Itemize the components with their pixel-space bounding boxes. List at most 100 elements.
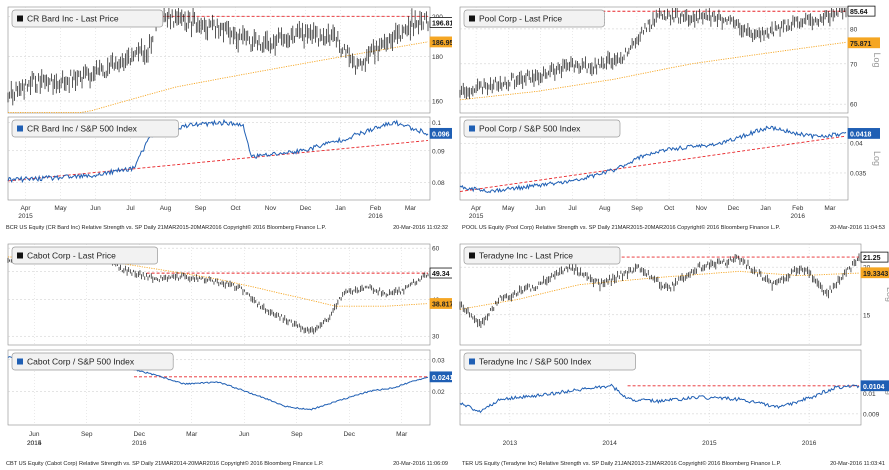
x-tick-label: Dec xyxy=(728,205,740,212)
relative-strength-line xyxy=(459,383,860,414)
legend-marker xyxy=(17,358,23,365)
moving-average-tag: 19.3343 xyxy=(863,271,888,278)
legend-label: CR Bard Inc - Last Price xyxy=(27,14,119,24)
x-year-label: 2015 xyxy=(27,440,42,447)
x-year-label: 2015 xyxy=(18,213,33,220)
trend-line xyxy=(7,140,429,182)
last-price-tag-bg xyxy=(860,251,889,263)
x-tick-label: Jul xyxy=(568,205,577,212)
legend-box xyxy=(11,9,164,28)
footer-text: CBT US Equity (Cabot Corp) Relative Stre… xyxy=(6,461,324,467)
x-year-label: 2016 xyxy=(791,213,806,220)
legend-marker xyxy=(469,125,475,132)
price-legend: Teradyne Inc - Last Price xyxy=(463,246,621,265)
y-tick-label: 70 xyxy=(850,61,858,68)
quadrant-teradyne: 1520LogTeradyne Inc - Last Price21.2519.… xyxy=(456,240,889,470)
ratio-value-tag: 0.096 xyxy=(432,131,450,138)
moving-average-tag: 38.817 xyxy=(432,301,452,308)
legend-box xyxy=(463,9,605,28)
legend-label: Teradyne Inc - Last Price xyxy=(479,251,573,261)
moving-average-tag-bg xyxy=(847,37,881,49)
x-tick-label: Oct xyxy=(230,205,240,212)
footer-timestamp: 20-Mar-2016 11:06:09 xyxy=(393,461,448,467)
legend-label: Cabot Corp / S&P 500 Index xyxy=(27,357,135,367)
x-tick-label: Jun xyxy=(535,205,546,212)
x-tick-label: Dec xyxy=(133,431,145,438)
last-price-tag-bg xyxy=(429,17,452,28)
quadrant-pool-corp: 60 70 80 Log Pool Corp - Last Price 85.64 75.8… xyxy=(456,0,889,234)
relative-strength-line xyxy=(459,125,847,194)
x-tick-label: Feb xyxy=(370,205,382,212)
legend-marker xyxy=(469,358,475,365)
legend-box xyxy=(463,352,636,371)
x-tick-label: Jun xyxy=(90,205,101,212)
x-tick-label: Jan xyxy=(335,205,346,212)
ratio-value-tag: 0.0418 xyxy=(850,131,872,138)
legend-box xyxy=(463,246,621,265)
x-tick-label: Sep xyxy=(631,205,643,212)
ratio-value-tag: 0.0241 xyxy=(432,375,452,382)
x-tick-label: Nov xyxy=(265,205,277,212)
y-tick-label: 0.01 xyxy=(863,391,876,398)
x-tick-label: Mar xyxy=(396,431,408,438)
ratio-legend: Teradyne Inc / S&P 500 Index xyxy=(463,352,636,371)
footer-timestamp: 20-Mar-2016 11:02:32 xyxy=(393,225,448,231)
x-tick-label: Dec xyxy=(343,431,355,438)
chart-svg-teradyne: 1520LogTeradyne Inc - Last Price21.2519.… xyxy=(459,243,889,447)
y-tick-label: 180 xyxy=(432,54,443,61)
footer-timestamp: 20-Mar-2016 11:04:53 xyxy=(830,225,885,231)
moving-average-tag-bg xyxy=(860,267,889,279)
price-series xyxy=(459,8,847,100)
axis-scale-label: Log xyxy=(885,287,889,302)
x-tick-label: Jun xyxy=(239,431,250,438)
y-tick-label: 0.1 xyxy=(432,120,441,127)
y-tick-label: 0.09 xyxy=(432,148,445,155)
y-tick-label: 0.04 xyxy=(850,141,863,148)
chart-footer: TER US Equity (Teradyne Inc) Relative St… xyxy=(462,461,885,470)
ratio-value-tag-bg xyxy=(860,380,889,392)
x-tick-label: Jan xyxy=(760,205,771,212)
moving-average-tag-bg xyxy=(429,298,452,309)
chart-footer: POOL US Equity (Pool Corp) Relative Stre… xyxy=(462,225,885,234)
footer-text: BCR US Equity (CR Bard Inc) Relative Str… xyxy=(6,225,327,231)
y-tick-label: 30 xyxy=(432,334,440,341)
chart-svg-pool-corp: 60 70 80 Log Pool Corp - Last Price 85.64 75.8… xyxy=(459,5,882,220)
moving-average-tag: 186.958 xyxy=(432,40,452,47)
x-tick-label: May xyxy=(54,205,67,212)
legend-box xyxy=(11,352,174,371)
footer-text: TER US Equity (Teradyne Inc) Relative St… xyxy=(462,461,782,467)
x-tick-label: Feb xyxy=(792,205,804,212)
x-tick-label: Apr xyxy=(20,205,31,212)
y-tick-label: 160 xyxy=(432,98,443,105)
x-tick-label: Jun xyxy=(29,431,40,438)
x-tick-label: Dec xyxy=(300,205,312,212)
legend-label: Cabot Corp - Last Price xyxy=(27,251,116,261)
horizontal-separator xyxy=(0,234,889,240)
legend-label: Pool Corp - Last Price xyxy=(479,14,562,24)
x-year-label: 2015 xyxy=(469,213,484,220)
legend-box xyxy=(11,119,179,138)
legend-marker xyxy=(469,15,475,22)
legend-label: CR Bard Inc / S&P 500 Index xyxy=(27,124,138,134)
legend-box xyxy=(11,246,158,265)
ratio-legend: Pool Corp / S&P 500 Index xyxy=(463,119,621,138)
x-tick-label: Apr xyxy=(471,205,482,212)
ratio-legend: CR Bard Inc / S&P 500 Index xyxy=(11,119,179,138)
x-tick-label: Sep xyxy=(195,205,207,212)
price-series xyxy=(459,253,860,329)
chart-footer: CBT US Equity (Cabot Corp) Relative Stre… xyxy=(6,461,448,470)
x-tick-label: 2016 xyxy=(802,440,817,447)
legend-marker xyxy=(469,252,475,259)
x-tick-label: Mar xyxy=(824,205,836,212)
x-tick-label: 2013 xyxy=(503,440,518,447)
price-series xyxy=(7,8,429,106)
last-price-tag: 49.34 xyxy=(432,271,450,278)
x-tick-label: Oct xyxy=(664,205,674,212)
footer-text: POOL US Equity (Pool Corp) Relative Stre… xyxy=(462,225,781,231)
moving-average-tag-bg xyxy=(429,36,452,48)
y-tick-label: 15 xyxy=(863,312,871,319)
y-tick-label: 0.009 xyxy=(863,411,880,418)
x-year-label: 2016 xyxy=(368,213,383,220)
footer-timestamp: 20-Mar-2016 11:03:41 xyxy=(830,461,885,467)
